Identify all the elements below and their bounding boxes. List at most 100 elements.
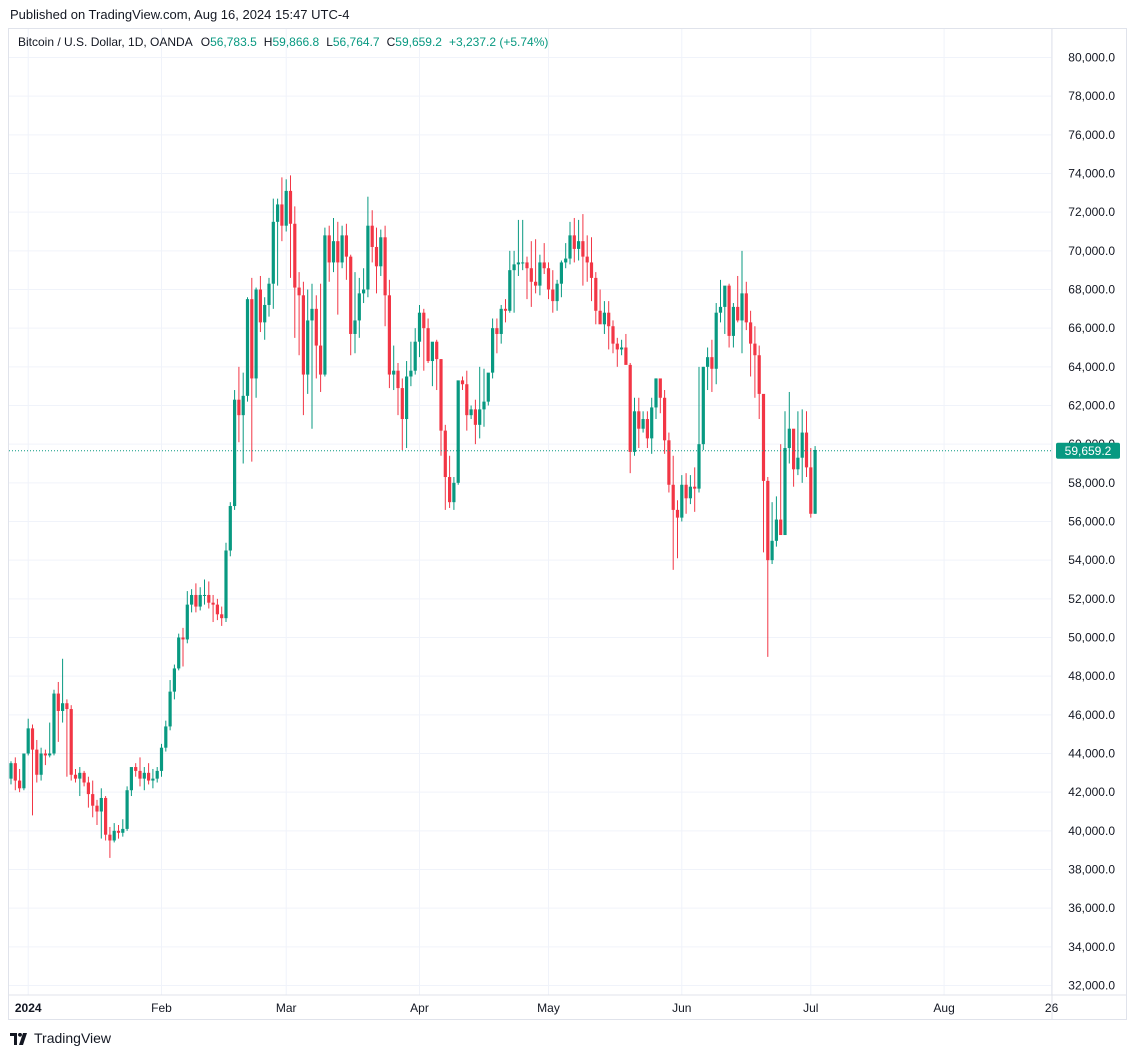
candle-body[interactable]: [774, 519, 778, 541]
candle-body[interactable]: [804, 432, 809, 468]
candle-body[interactable]: [69, 709, 73, 775]
candle-body[interactable]: [91, 794, 95, 806]
candle-body[interactable]: [190, 594, 194, 605]
candle-body[interactable]: [787, 428, 791, 449]
candle-body[interactable]: [701, 366, 705, 445]
candle-body[interactable]: [340, 235, 344, 263]
candle-body[interactable]: [22, 753, 26, 789]
candle-body[interactable]: [400, 388, 404, 420]
candle-body[interactable]: [572, 235, 576, 249]
candle-body[interactable]: [658, 378, 662, 398]
candle-body[interactable]: [551, 289, 555, 302]
candle-body[interactable]: [288, 190, 293, 224]
candle-body[interactable]: [250, 299, 254, 379]
candle-body[interactable]: [327, 235, 331, 263]
candle-body[interactable]: [267, 283, 271, 305]
candle-body[interactable]: [159, 747, 164, 771]
candle-body[interactable]: [254, 289, 258, 379]
candle-body[interactable]: [125, 790, 129, 829]
candle-body[interactable]: [736, 306, 740, 321]
candle-body[interactable]: [56, 693, 60, 711]
candle-body[interactable]: [749, 322, 753, 344]
candle-body[interactable]: [628, 364, 632, 452]
candle-body[interactable]: [620, 347, 624, 350]
candle-body[interactable]: [516, 262, 520, 265]
candle-body[interactable]: [710, 357, 714, 369]
candle-body[interactable]: [589, 262, 594, 278]
candle-body[interactable]: [723, 285, 727, 307]
candle-body[interactable]: [48, 753, 52, 756]
candle-body[interactable]: [99, 797, 103, 812]
candle-body[interactable]: [155, 770, 159, 779]
candle-body[interactable]: [598, 310, 602, 325]
candle-body[interactable]: [727, 285, 731, 336]
candle-body[interactable]: [521, 262, 525, 264]
candle-body[interactable]: [168, 691, 172, 727]
candle-body[interactable]: [280, 204, 284, 226]
candle-body[interactable]: [112, 830, 116, 841]
candle-body[interactable]: [387, 295, 391, 375]
candle-body[interactable]: [792, 428, 796, 470]
candle-body[interactable]: [108, 834, 112, 841]
candle-body[interactable]: [680, 484, 684, 518]
candle-body[interactable]: [615, 343, 619, 350]
candle-body[interactable]: [779, 519, 783, 536]
candle-body[interactable]: [757, 355, 761, 394]
candle-body[interactable]: [417, 312, 422, 342]
candle-body[interactable]: [78, 772, 82, 779]
candle-body[interactable]: [409, 370, 413, 377]
candle-body[interactable]: [443, 430, 447, 478]
candle-body[interactable]: [491, 328, 495, 373]
candle-body[interactable]: [147, 772, 151, 781]
candle-body[interactable]: [405, 376, 409, 420]
candle-body[interactable]: [770, 540, 774, 561]
candle-body[interactable]: [460, 380, 465, 385]
candle-body[interactable]: [357, 293, 361, 321]
candle-body[interactable]: [306, 320, 310, 375]
candle-body[interactable]: [271, 221, 275, 284]
candle-body[interactable]: [121, 828, 125, 833]
candle-body[interactable]: [314, 308, 318, 346]
candle-body[interactable]: [426, 328, 430, 362]
candle-body[interactable]: [366, 225, 370, 290]
candle-body[interactable]: [525, 262, 529, 269]
candle-body[interactable]: [129, 767, 133, 791]
candle-body[interactable]: [538, 262, 542, 286]
candle-body[interactable]: [718, 306, 723, 313]
candle-body[interactable]: [456, 380, 460, 483]
candle-body[interactable]: [116, 830, 121, 833]
candle-body[interactable]: [602, 312, 606, 325]
candle-body[interactable]: [495, 328, 499, 334]
candle-body[interactable]: [585, 256, 589, 263]
candle-body[interactable]: [555, 283, 559, 302]
candle-body[interactable]: [688, 486, 692, 499]
candle-body[interactable]: [624, 347, 628, 365]
candle-body[interactable]: [61, 703, 65, 711]
candle-body[interactable]: [577, 241, 581, 249]
candle-body[interactable]: [632, 411, 637, 452]
candle-body[interactable]: [362, 289, 366, 294]
candle-body[interactable]: [650, 407, 654, 439]
candle-body[interactable]: [82, 772, 86, 783]
candle-body[interactable]: [344, 235, 348, 257]
candle-body[interactable]: [452, 482, 456, 503]
candle-body[interactable]: [138, 770, 142, 779]
candle-body[interactable]: [374, 246, 379, 267]
candle-body[interactable]: [568, 235, 572, 259]
candle-body[interactable]: [164, 726, 168, 748]
candle-body[interactable]: [220, 614, 224, 619]
candle-body[interactable]: [202, 594, 207, 596]
candle-body[interactable]: [73, 774, 78, 779]
candle-body[interactable]: [663, 397, 667, 441]
candle-body[interactable]: [766, 480, 770, 561]
candle-body[interactable]: [39, 753, 43, 775]
candle-body[interactable]: [172, 668, 176, 692]
candle-body[interactable]: [13, 763, 17, 781]
candle-body[interactable]: [740, 293, 744, 321]
candle-body[interactable]: [104, 797, 108, 835]
candle-body[interactable]: [198, 594, 202, 607]
candle-body[interactable]: [482, 401, 486, 410]
candle-body[interactable]: [319, 345, 323, 375]
candle-body[interactable]: [43, 753, 47, 756]
